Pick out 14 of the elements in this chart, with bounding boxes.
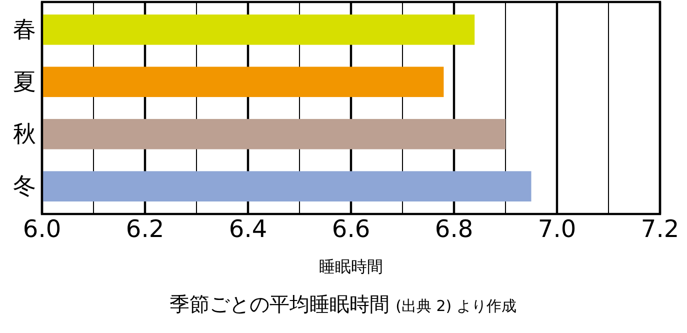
y-tick-label: 秋 bbox=[13, 121, 36, 148]
x-tick-label: 7.0 bbox=[538, 215, 576, 244]
x-tick-label: 7.2 bbox=[640, 215, 680, 244]
x-axis-title: 睡眠時間 bbox=[319, 257, 383, 276]
y-tick-label: 冬 bbox=[13, 174, 36, 200]
y-tick-label: 夏 bbox=[13, 69, 36, 96]
x-tick-label: 6.2 bbox=[126, 215, 164, 244]
x-tick-label: 6.6 bbox=[332, 215, 370, 244]
text: (出典 2) より作成 bbox=[396, 297, 516, 315]
y-tick-label: 春 bbox=[13, 17, 36, 44]
x-tick-label: 6.8 bbox=[434, 215, 474, 244]
x-tick-label: 6.0 bbox=[22, 215, 62, 244]
x-tick-label: 6.4 bbox=[228, 215, 268, 244]
text: 季節ごとの平均睡眠時間 bbox=[170, 292, 390, 316]
